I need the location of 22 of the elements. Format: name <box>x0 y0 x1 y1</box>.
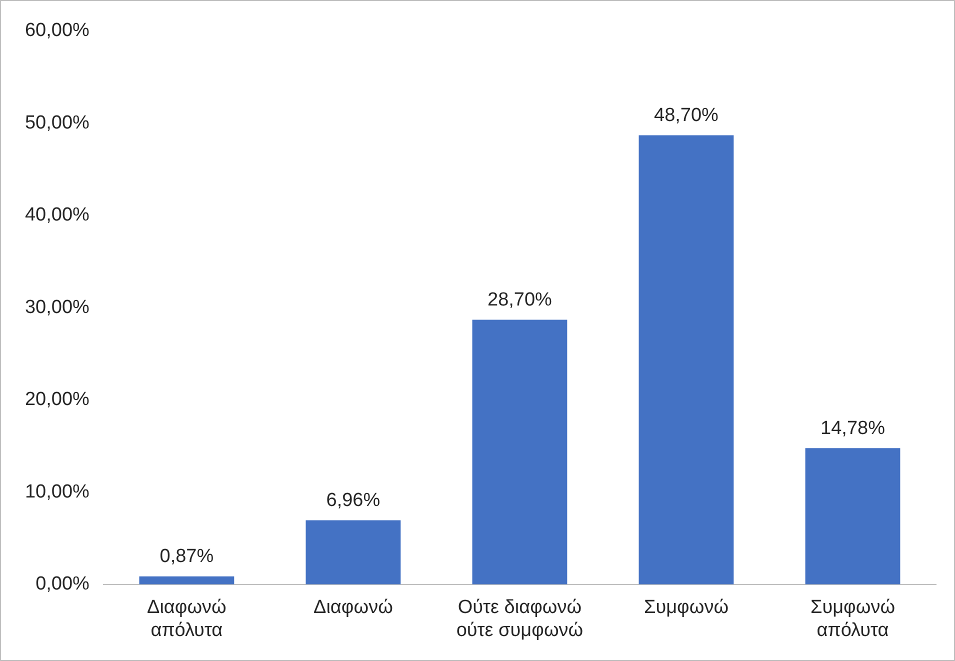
y-tick-label: 0,00% <box>36 574 90 595</box>
bar <box>306 520 401 584</box>
x-tick-label: Συμφωνώ <box>644 597 729 618</box>
data-label: 0,87% <box>160 546 214 568</box>
data-label: 6,96% <box>326 490 380 511</box>
bar <box>638 135 734 584</box>
x-tick-label: Ούτε διαφωνώ ούτε συμφωνώ <box>456 597 584 641</box>
x-tick-label: Διαφωνώ <box>314 597 394 618</box>
data-label: 14,78% <box>820 418 886 439</box>
x-tick-label: Συμφωνώ απόλυτα <box>810 597 896 641</box>
y-tick-label: 40,00% <box>24 204 90 226</box>
bar <box>472 320 568 584</box>
y-tick-label: 50,00% <box>24 112 90 134</box>
y-tick-label: 30,00% <box>24 296 90 318</box>
y-tick-label: 60,00% <box>24 20 90 42</box>
x-tick-label: Διαφωνώ απόλυτα <box>147 597 227 641</box>
y-tick-label: 10,00% <box>24 481 90 502</box>
data-label: 28,70% <box>487 289 552 310</box>
bar <box>139 576 234 584</box>
bar <box>805 448 900 584</box>
data-label: 48,70% <box>654 104 719 126</box>
y-tick-label: 20,00% <box>24 389 90 410</box>
